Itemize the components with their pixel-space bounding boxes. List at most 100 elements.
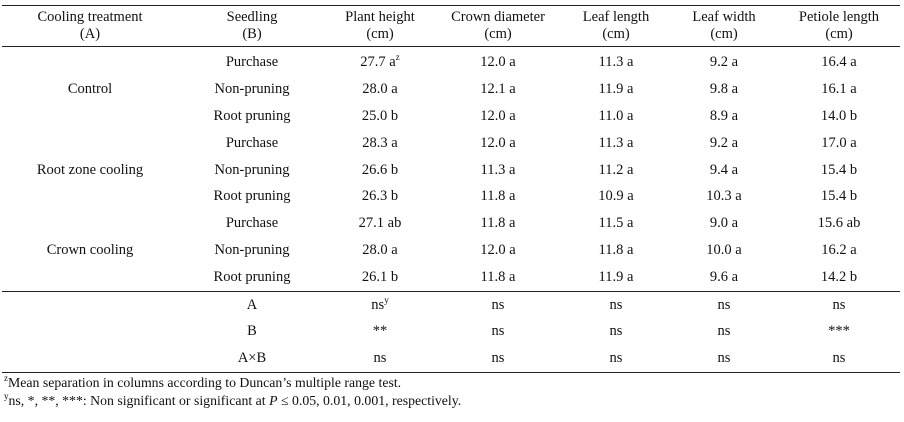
- leaf-length-significance: ns: [562, 291, 670, 319]
- significance-row: B ** ns ns ns ***: [2, 319, 900, 346]
- table-row: Non-pruning 28.0 a 12.0 a 11.8 a 10.0 a …: [2, 237, 900, 264]
- leaf-length-cell: 11.5 a: [598, 215, 634, 232]
- leaf-width-cell: 9.0 a: [709, 215, 739, 232]
- leaf-length-cell: 10.9 a: [598, 188, 634, 205]
- table-row: Non-pruning 28.0 a 12.1 a 11.9 a 9.8 a 1…: [2, 76, 900, 103]
- plant-height-significance: **: [372, 323, 388, 340]
- table-row: Non-pruning 26.6 b 11.3 a 11.2 a 9.4 a 1…: [2, 157, 900, 184]
- table-row: Control Purchase 27.7 az 12.0 a 11.3 a 9…: [2, 47, 900, 96]
- header-crown-diameter: Crown diameter (cm): [434, 5, 562, 47]
- crown-diameter-cell: 11.8 a: [480, 269, 516, 286]
- group-label: Crown cooling: [46, 242, 134, 259]
- crown-diameter-cell: 11.8 a: [480, 215, 516, 232]
- petiole-length-cell: 15.6 ab: [817, 215, 861, 232]
- significance-row: A nsy ns ns ns ns: [2, 291, 900, 319]
- leaf-length-cell: 11.0 a: [598, 107, 634, 124]
- petiole-length-cell: 16.2 a: [821, 242, 857, 259]
- footnote-mark: y: [384, 294, 389, 305]
- crown-diameter-cell: 11.8 a: [480, 188, 516, 205]
- table-row: Root pruning 26.3 b 11.8 a 10.9 a 10.3 a…: [2, 183, 900, 210]
- table-footnotes: zMean separation in columns according to…: [4, 374, 894, 410]
- leaf-length-cell: 11.2 a: [598, 161, 634, 178]
- petiole-length-significance: ***: [828, 323, 850, 340]
- crown-diameter-significance: ns: [434, 345, 562, 373]
- header-seedling: Seedling (B): [178, 5, 326, 47]
- plant-height-cell: 26.3 b: [361, 188, 399, 205]
- leaf-width-cell: 10.0 a: [706, 242, 742, 259]
- leaf-width-cell: 9.2 a: [709, 53, 739, 70]
- leaf-width-cell: 9.6 a: [709, 269, 739, 286]
- seedling-cell: Non-pruning: [214, 161, 290, 178]
- petiole-length-cell: 14.0 b: [820, 107, 858, 124]
- plant-height-cell: 25.0 b: [361, 107, 399, 124]
- table-row: Root pruning 25.0 b 12.0 a 11.0 a 8.9 a …: [2, 103, 900, 130]
- table-row: Root pruning 26.1 b 11.8 a 11.9 a 9.6 a …: [2, 264, 900, 291]
- leaf-length-significance: ns: [609, 323, 623, 340]
- leaf-length-cell: 11.9 a: [598, 80, 634, 97]
- results-table: Cooling treatment (A) Seedling (B) Plant h…: [2, 5, 900, 373]
- header-plant-height: Plant height (cm): [326, 5, 434, 47]
- plant-height-cell: 26.6 b: [361, 161, 399, 178]
- crown-diameter-cell: 12.1 a: [480, 80, 516, 97]
- crown-diameter-significance: ns: [491, 323, 505, 340]
- plant-height-significance: nsy: [326, 291, 434, 319]
- seedling-cell: Purchase: [225, 134, 279, 151]
- plant-height-significance: ns: [326, 345, 434, 373]
- leaf-width-cell: 9.4 a: [709, 161, 739, 178]
- seedling-cell: Purchase: [225, 53, 279, 70]
- factor-label: B: [247, 323, 257, 340]
- seedling-cell: Root pruning: [213, 188, 291, 205]
- leaf-width-cell: 8.9 a: [709, 107, 739, 124]
- crown-diameter-cell: 12.0 a: [480, 53, 516, 70]
- plant-height-cell: 26.1 b: [361, 269, 399, 286]
- seedling-cell: Purchase: [225, 215, 279, 232]
- leaf-length-significance: ns: [562, 345, 670, 373]
- petiole-length-cell: 16.4 a: [821, 53, 857, 70]
- leaf-length-cell: 11.8 a: [598, 242, 634, 259]
- footnote-z: zMean separation in columns according to…: [4, 373, 402, 391]
- seedling-cell: Non-pruning: [214, 242, 290, 259]
- petiole-length-cell: 17.0 a: [821, 134, 857, 151]
- seedling-cell: Root pruning: [213, 107, 291, 124]
- plant-height-cell: 28.0 a: [362, 80, 398, 97]
- header-cooling-treatment: Cooling treatment (A): [2, 5, 178, 47]
- seedling-cell: Root pruning: [213, 269, 291, 286]
- petiole-length-cell: 16.1 a: [821, 80, 857, 97]
- petiole-length-significance: ns: [778, 291, 900, 319]
- table-row: Root zone cooling Purchase 28.3 a 12.0 a…: [2, 130, 900, 178]
- petiole-length-cell: 15.4 b: [820, 161, 858, 178]
- crown-diameter-cell: 12.0 a: [480, 107, 516, 124]
- plant-height-cell: 28.3 a: [362, 134, 398, 151]
- petiole-length-cell: 15.4 b: [820, 188, 858, 205]
- footnote-y: yns, *, **, ***: Non significant or sign…: [4, 391, 462, 409]
- plant-height-cell: 27.1 ab: [358, 215, 402, 232]
- header-leaf-length: Leaf length (cm): [562, 5, 670, 47]
- factor-label: A: [178, 291, 326, 319]
- leaf-width-significance: ns: [670, 345, 778, 373]
- header-leaf-width: Leaf width (cm): [670, 5, 778, 47]
- header-row: Cooling treatment (A) Seedling (B) Plant h…: [2, 5, 900, 47]
- crown-diameter-cell: 12.0 a: [480, 242, 516, 259]
- plant-height-cell: 28.0 a: [362, 242, 398, 259]
- header-petiole-length: Petiole length (cm): [778, 5, 900, 47]
- leaf-width-significance: ns: [670, 291, 778, 319]
- group-label: Control: [67, 80, 113, 97]
- crown-diameter-cell: 12.0 a: [480, 134, 516, 151]
- footnote-mark: z: [395, 51, 400, 62]
- group-label: Root zone cooling: [36, 161, 144, 178]
- leaf-width-cell: 9.8 a: [709, 80, 739, 97]
- table-row: Crown cooling Purchase 27.1 ab 11.8 a 11…: [2, 210, 900, 258]
- significance-row: A×B ns ns ns ns ns: [2, 345, 900, 373]
- factor-label: A×B: [178, 345, 326, 373]
- crown-diameter-significance: ns: [434, 291, 562, 319]
- plant-height-cell: 27.7 az: [360, 51, 400, 70]
- leaf-width-cell: 10.3 a: [706, 188, 742, 205]
- petiole-length-cell: 14.2 b: [820, 269, 858, 286]
- leaf-width-significance: ns: [717, 323, 731, 340]
- crown-diameter-cell: 11.3 a: [480, 161, 516, 178]
- petiole-length-significance: ns: [778, 345, 900, 373]
- leaf-length-cell: 11.3 a: [598, 134, 634, 151]
- leaf-width-cell: 9.2 a: [709, 134, 739, 151]
- seedling-cell: Non-pruning: [214, 80, 290, 97]
